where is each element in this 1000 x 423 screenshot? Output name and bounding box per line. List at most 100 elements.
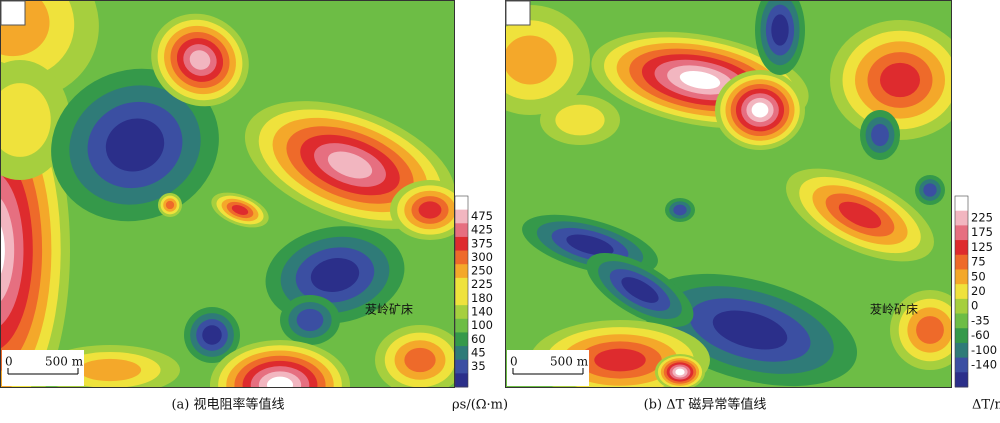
colorbar-label: 20 (971, 284, 986, 298)
contour-band (418, 201, 442, 219)
colorbar-band (955, 284, 968, 300)
caption: (b) ΔT 磁异常等值线 (644, 397, 767, 413)
contour-band (505, 35, 557, 85)
scale-start: 0 (5, 355, 13, 369)
unit-label: ΔT/nT (972, 398, 1000, 413)
scale-start: 0 (510, 355, 518, 369)
colorbar-band (955, 372, 968, 388)
colorbar-band (955, 254, 968, 270)
colorbar-band (955, 240, 968, 256)
contour-band (327, 151, 373, 179)
contour-band (871, 123, 889, 147)
unit-label: ρs/(Ω·m) (452, 398, 508, 413)
contour-band (310, 258, 360, 292)
colorbar-band (455, 196, 468, 211)
colorbar-label: -100 (971, 343, 997, 357)
contour-band (0, 197, 15, 303)
colorbar-band (455, 373, 468, 388)
colorbar-band (955, 196, 968, 212)
contour-band (202, 325, 222, 345)
colorbar-label: 375 (471, 236, 493, 250)
contour-band (189, 50, 211, 70)
contour-band (675, 368, 685, 376)
scale-bg (2, 350, 84, 386)
colorbar-label: 475 (471, 209, 493, 223)
contour-band (105, 118, 165, 172)
colorbar-band (455, 223, 468, 238)
contour-band (296, 308, 324, 332)
colorbar-band (455, 332, 468, 347)
colorbar-label: 225 (971, 211, 993, 225)
contour-band (566, 234, 614, 256)
contour-band (673, 204, 687, 216)
colorbar-label: 425 (471, 223, 493, 237)
contour-band (916, 316, 944, 344)
colorbar-frame (454, 195, 469, 388)
colorbar-band (955, 298, 968, 315)
colorbar-band (955, 225, 968, 241)
contour-band (231, 205, 249, 215)
contour-band (838, 201, 882, 229)
contour-band (404, 347, 436, 373)
colorbar-band (955, 269, 968, 285)
colorbar-band (455, 236, 468, 252)
corner-box (0, 0, 26, 26)
colorbar-band (455, 264, 468, 279)
colorbar-label: 50 (971, 269, 986, 283)
colorbar-band (455, 277, 468, 292)
colorbar-label: -140 (971, 357, 997, 371)
contour-band (165, 200, 175, 210)
colorbar-label: 300 (471, 250, 493, 264)
contour-band (594, 348, 646, 372)
colorbar-label: 45 (471, 345, 486, 359)
colorbar-label: 0 (971, 299, 978, 313)
resistivity-map (0, 0, 455, 388)
colorbar-band (455, 209, 468, 224)
contour-band (621, 277, 659, 303)
colorbar-label: 175 (971, 225, 993, 239)
colorbar-label: -35 (971, 313, 990, 327)
colorbar-label: 225 (471, 277, 493, 291)
map-frame (0, 0, 455, 388)
contour-band (0, 223, 5, 277)
caption: (a) 视电阻率等值线 (171, 397, 284, 413)
colorbar-label: 60 (471, 332, 486, 346)
contour-band (880, 62, 920, 98)
colorbar-label: 125 (971, 240, 993, 254)
corner-box (505, 0, 531, 26)
contour-band (555, 104, 605, 136)
colorbar-band (955, 210, 968, 226)
colorbar-band (455, 318, 468, 333)
colorbar-label: 35 (471, 359, 486, 373)
colorbar-band (455, 305, 468, 320)
colorbar-label: 180 (471, 291, 493, 305)
colorbar-band (455, 250, 468, 265)
colorbar-band (455, 359, 468, 374)
colorbar-band (955, 313, 968, 329)
colorbar-band (955, 342, 968, 359)
contour-band (923, 183, 937, 197)
contour-band (78, 358, 142, 382)
colorbar-label: 75 (971, 255, 986, 269)
map-frame (505, 0, 952, 388)
colorbar-label: -60 (971, 328, 990, 342)
colorbar-frame (954, 195, 969, 388)
colorbar-band (455, 346, 468, 361)
contour-band (266, 376, 294, 388)
colorbar-label: 140 (471, 304, 493, 318)
scale-end: 500 m (550, 355, 589, 369)
contour-band (712, 310, 788, 350)
magnetic-map (505, 0, 952, 388)
contour-band (751, 102, 769, 118)
contour-band (771, 14, 789, 46)
contour-band (0, 83, 51, 157)
colorbar-label: 250 (471, 264, 493, 278)
contour-band (679, 71, 721, 89)
scale-end: 500 m (45, 355, 84, 369)
colorbar-band (455, 291, 468, 306)
deposit-label: 茇岭矿床 (870, 303, 918, 317)
colorbar-label: 100 (471, 318, 493, 332)
colorbar-band (955, 357, 968, 373)
deposit-label: 茇岭矿床 (365, 303, 413, 317)
